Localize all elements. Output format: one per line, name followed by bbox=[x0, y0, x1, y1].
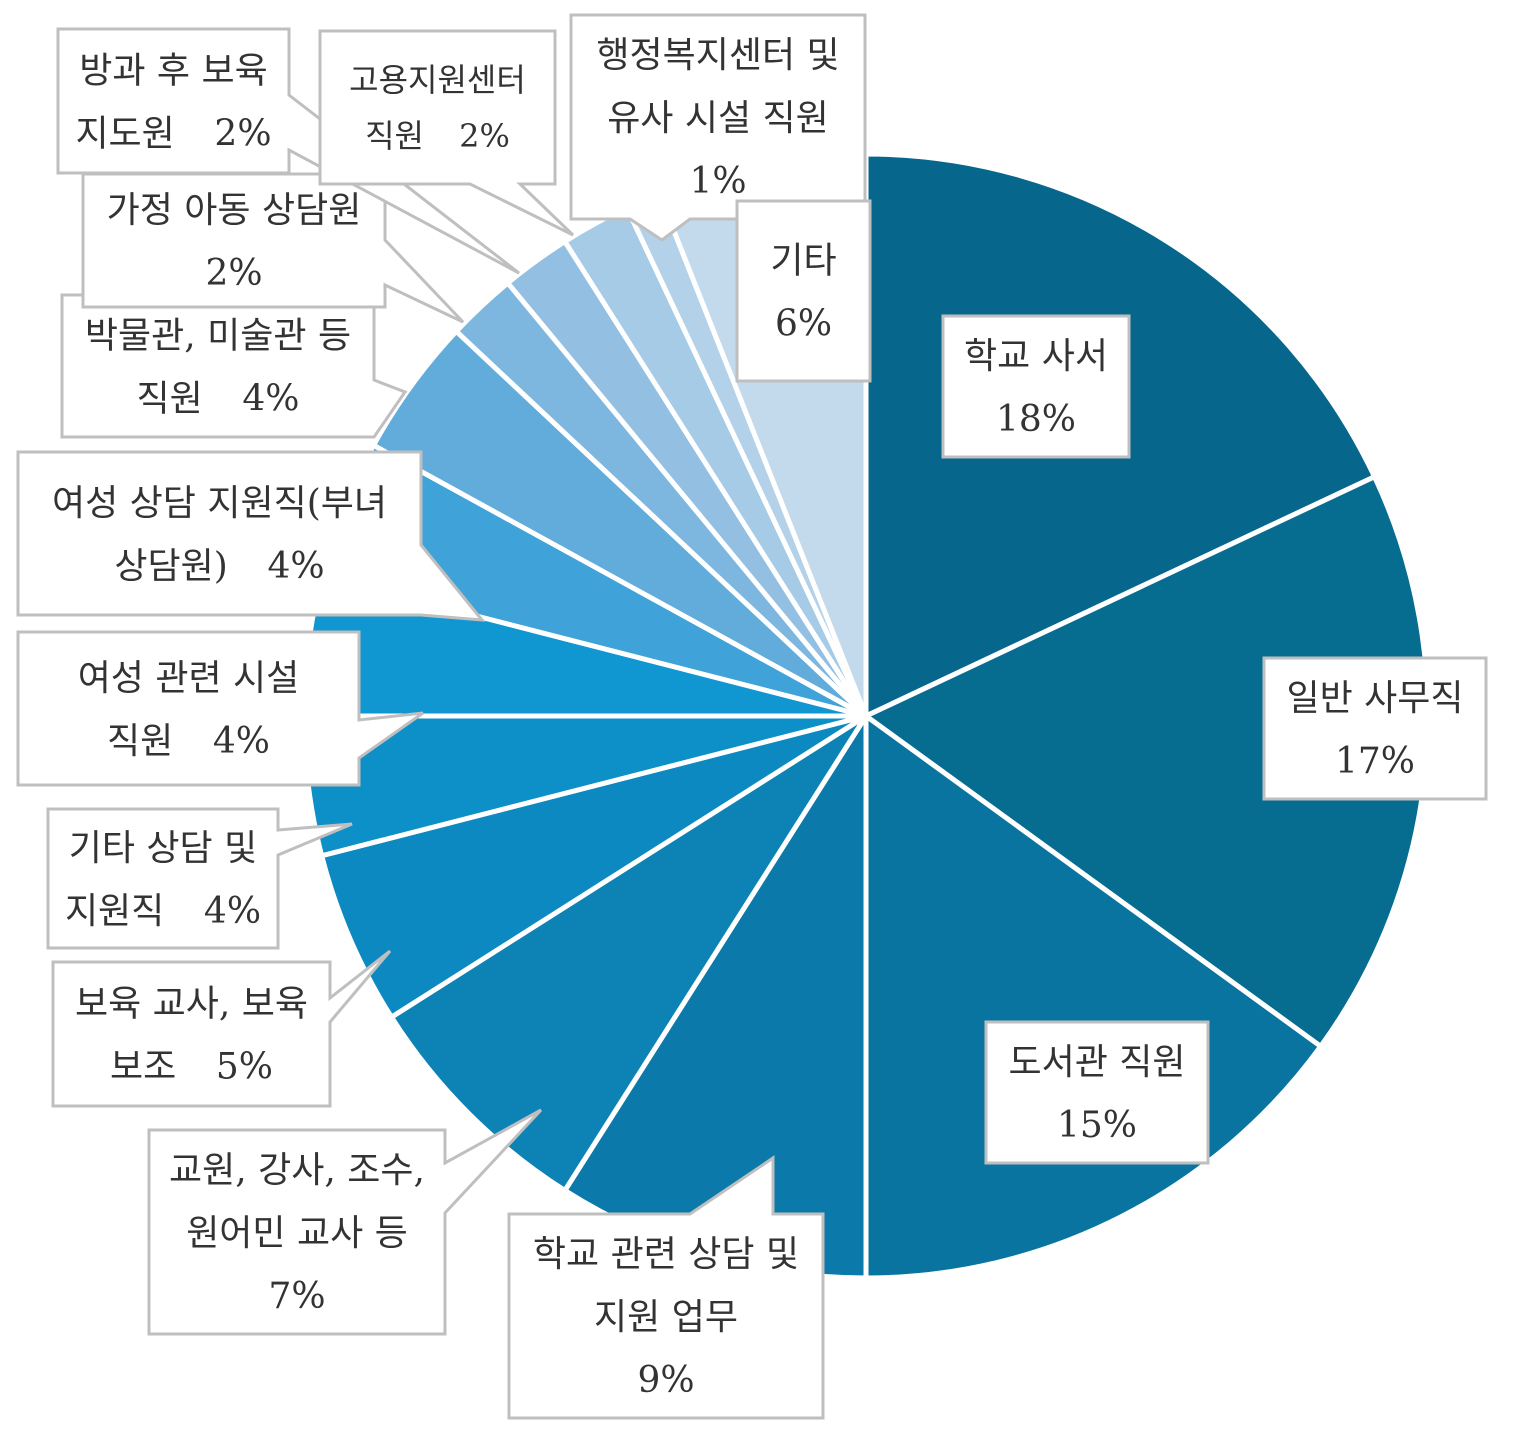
callout-box-13 bbox=[569, 13, 867, 242]
callout-box-1 bbox=[1262, 656, 1488, 801]
data-label-1: 일반 사무직 17% bbox=[1262, 656, 1488, 801]
callout-box-4 bbox=[147, 1108, 543, 1336]
pie-slice-4 bbox=[388, 713, 869, 1194]
callout-box-3 bbox=[507, 1155, 825, 1420]
label-percent: 5% bbox=[216, 1046, 273, 1087]
label-percent: 4% bbox=[242, 378, 299, 419]
label-name: 여성 상담 지원직(부녀 bbox=[52, 483, 387, 524]
label-name: 보육 교사, 보육 bbox=[75, 983, 308, 1024]
label-percent: 4% bbox=[213, 721, 270, 762]
data-label-3: 학교 관련 상담 및지원 업무 9% bbox=[507, 1155, 825, 1420]
data-labels: 학교 사서 18% 일반 사무직 17% 도서관 직원 15% 학교 관련 상담 및지원 업… bbox=[16, 13, 1488, 1420]
data-label-2: 도서관 직원 15% bbox=[984, 1020, 1210, 1165]
data-label-0: 학교 사서 18% bbox=[941, 314, 1131, 459]
pie-slice-5 bbox=[319, 713, 869, 1020]
label-name: 기타 bbox=[770, 240, 836, 281]
label-percent: 4% bbox=[267, 546, 324, 587]
callout-box-2 bbox=[984, 1020, 1210, 1165]
label-name-part: 상담원) bbox=[114, 546, 227, 587]
label-percent: 15% bbox=[1057, 1105, 1137, 1146]
label-percent: 2% bbox=[214, 113, 271, 154]
label-name: 지도원 2% bbox=[75, 113, 271, 154]
label-name: 박물관, 미술관 등 bbox=[85, 315, 351, 356]
label-name: 지원 업무 bbox=[594, 1297, 738, 1338]
label-name-part: 지원직 bbox=[65, 891, 164, 932]
callout-box-8 bbox=[16, 450, 486, 622]
label-percent: 2% bbox=[205, 253, 262, 294]
label-percent: 6% bbox=[775, 303, 832, 344]
label-percent: 1% bbox=[689, 161, 746, 202]
label-percent: 4% bbox=[204, 891, 261, 932]
label-name: 교원, 강사, 조수, bbox=[169, 1150, 425, 1191]
label-name: 고용지원센터 bbox=[349, 61, 526, 99]
callout-box-6 bbox=[46, 807, 353, 950]
label-name: 직원 4% bbox=[137, 378, 300, 419]
label-name-part: 지도원 bbox=[75, 113, 174, 154]
label-name: 직원 4% bbox=[107, 721, 270, 762]
label-name-part: 보조 bbox=[110, 1046, 176, 1087]
label-name: 유사 시설 직원 bbox=[607, 98, 829, 139]
data-label-4: 교원, 강사, 조수, 원어민 교사 등 7% bbox=[147, 1108, 543, 1336]
callout-box-7 bbox=[16, 630, 424, 787]
label-name: 방과 후 보육 bbox=[79, 50, 268, 91]
label-name: 지원직 4% bbox=[65, 891, 261, 932]
callout-box-14 bbox=[735, 199, 872, 383]
label-name: 여성 관련 시설 bbox=[78, 658, 300, 699]
label-name: 행정복지센터 및 bbox=[596, 35, 839, 76]
label-name: 원어민 교사 등 bbox=[186, 1213, 408, 1254]
label-name-part: 직원 bbox=[365, 117, 424, 155]
label-percent: 9% bbox=[637, 1360, 694, 1401]
label-name: 일반 사무직 bbox=[1286, 678, 1463, 719]
label-name: 보조 5% bbox=[110, 1046, 273, 1087]
callout-box-5 bbox=[51, 949, 392, 1108]
data-label-10: 가정 아동 상담원 2% bbox=[81, 172, 465, 324]
callout-box-12 bbox=[318, 29, 575, 237]
label-name: 가정 아동 상담원 bbox=[107, 190, 362, 231]
data-label-13: 행정복지센터 및유사 시설 직원 1% bbox=[569, 13, 867, 242]
label-name: 도서관 직원 bbox=[1008, 1042, 1185, 1083]
callout-box-11 bbox=[56, 27, 520, 275]
label-name-part: 직원 bbox=[107, 721, 173, 762]
data-label-9: 박물관, 미술관 등직원 4% bbox=[60, 293, 408, 439]
label-percent: 18% bbox=[996, 399, 1076, 440]
label-name-part: 직원 bbox=[137, 378, 203, 419]
label-percent: 2% bbox=[459, 117, 510, 155]
callout-box-0 bbox=[941, 314, 1131, 459]
label-percent: 17% bbox=[1335, 741, 1415, 782]
data-label-14: 기타 6% bbox=[735, 199, 872, 383]
label-name: 기타 상담 및 bbox=[69, 828, 258, 869]
label-name: 학교 사서 bbox=[964, 336, 1108, 377]
label-name: 학교 관련 상담 및 bbox=[533, 1234, 799, 1275]
label-name: 상담원) 4% bbox=[114, 546, 324, 587]
label-name: 직원 2% bbox=[365, 117, 510, 155]
label-percent: 7% bbox=[268, 1276, 325, 1317]
